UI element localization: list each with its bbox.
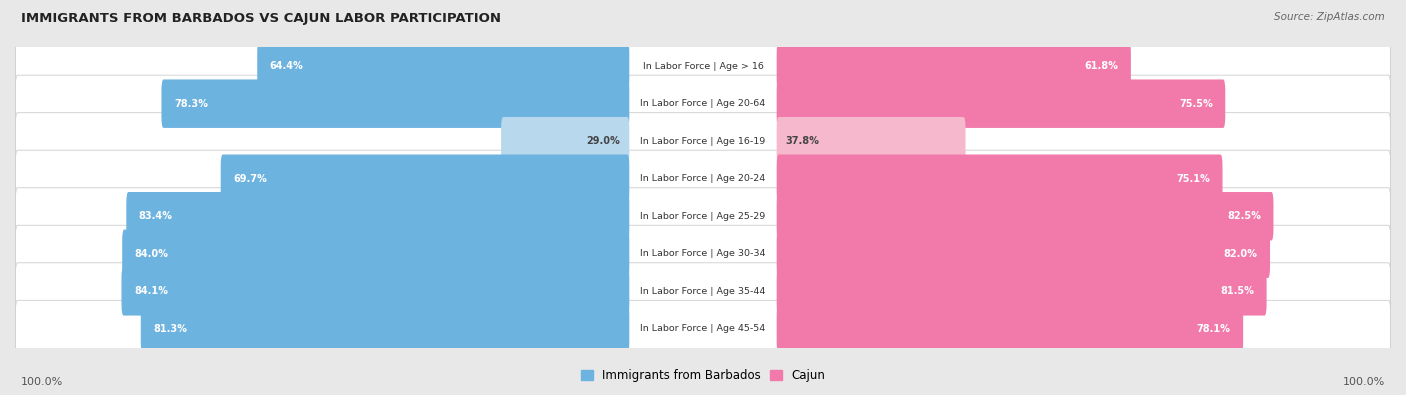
Text: 100.0%: 100.0% xyxy=(1343,377,1385,387)
FancyBboxPatch shape xyxy=(15,263,1391,320)
FancyBboxPatch shape xyxy=(127,192,630,241)
FancyBboxPatch shape xyxy=(776,305,1243,353)
FancyBboxPatch shape xyxy=(257,42,630,90)
Text: 64.4%: 64.4% xyxy=(270,61,304,71)
Text: 84.1%: 84.1% xyxy=(134,286,167,296)
Text: In Labor Force | Age 20-64: In Labor Force | Age 20-64 xyxy=(640,99,766,108)
FancyBboxPatch shape xyxy=(121,267,630,316)
Text: In Labor Force | Age 45-54: In Labor Force | Age 45-54 xyxy=(640,324,766,333)
Text: 75.1%: 75.1% xyxy=(1177,174,1211,184)
Text: In Labor Force | Age 20-24: In Labor Force | Age 20-24 xyxy=(640,174,766,183)
Text: Source: ZipAtlas.com: Source: ZipAtlas.com xyxy=(1274,12,1385,22)
Text: 84.0%: 84.0% xyxy=(135,249,169,259)
Text: 82.5%: 82.5% xyxy=(1227,211,1261,221)
FancyBboxPatch shape xyxy=(776,267,1267,316)
Text: 81.5%: 81.5% xyxy=(1220,286,1254,296)
Text: 78.1%: 78.1% xyxy=(1197,324,1230,334)
Text: 29.0%: 29.0% xyxy=(586,136,620,146)
Text: 82.0%: 82.0% xyxy=(1223,249,1257,259)
FancyBboxPatch shape xyxy=(141,305,630,353)
Text: 69.7%: 69.7% xyxy=(233,174,267,184)
FancyBboxPatch shape xyxy=(501,117,630,166)
FancyBboxPatch shape xyxy=(15,113,1391,170)
Text: In Labor Force | Age 16-19: In Labor Force | Age 16-19 xyxy=(640,137,766,146)
FancyBboxPatch shape xyxy=(15,75,1391,132)
FancyBboxPatch shape xyxy=(15,188,1391,245)
Text: IMMIGRANTS FROM BARBADOS VS CAJUN LABOR PARTICIPATION: IMMIGRANTS FROM BARBADOS VS CAJUN LABOR … xyxy=(21,12,501,25)
FancyBboxPatch shape xyxy=(776,42,1130,90)
FancyBboxPatch shape xyxy=(15,300,1391,357)
FancyBboxPatch shape xyxy=(15,38,1391,95)
FancyBboxPatch shape xyxy=(15,225,1391,282)
FancyBboxPatch shape xyxy=(15,150,1391,207)
FancyBboxPatch shape xyxy=(776,79,1225,128)
Text: In Labor Force | Age 35-44: In Labor Force | Age 35-44 xyxy=(640,287,766,296)
Text: 78.3%: 78.3% xyxy=(174,99,208,109)
FancyBboxPatch shape xyxy=(776,154,1222,203)
FancyBboxPatch shape xyxy=(122,229,630,278)
Text: In Labor Force | Age > 16: In Labor Force | Age > 16 xyxy=(643,62,763,71)
FancyBboxPatch shape xyxy=(162,79,630,128)
FancyBboxPatch shape xyxy=(221,154,630,203)
Text: 83.4%: 83.4% xyxy=(139,211,173,221)
FancyBboxPatch shape xyxy=(776,229,1270,278)
Text: 75.5%: 75.5% xyxy=(1180,99,1213,109)
Text: In Labor Force | Age 25-29: In Labor Force | Age 25-29 xyxy=(640,212,766,221)
Text: 81.3%: 81.3% xyxy=(153,324,187,334)
Text: In Labor Force | Age 30-34: In Labor Force | Age 30-34 xyxy=(640,249,766,258)
FancyBboxPatch shape xyxy=(776,117,966,166)
FancyBboxPatch shape xyxy=(776,192,1274,241)
Text: 37.8%: 37.8% xyxy=(786,136,820,146)
Legend: Immigrants from Barbados, Cajun: Immigrants from Barbados, Cajun xyxy=(576,364,830,387)
Text: 100.0%: 100.0% xyxy=(21,377,63,387)
Text: 61.8%: 61.8% xyxy=(1084,61,1118,71)
